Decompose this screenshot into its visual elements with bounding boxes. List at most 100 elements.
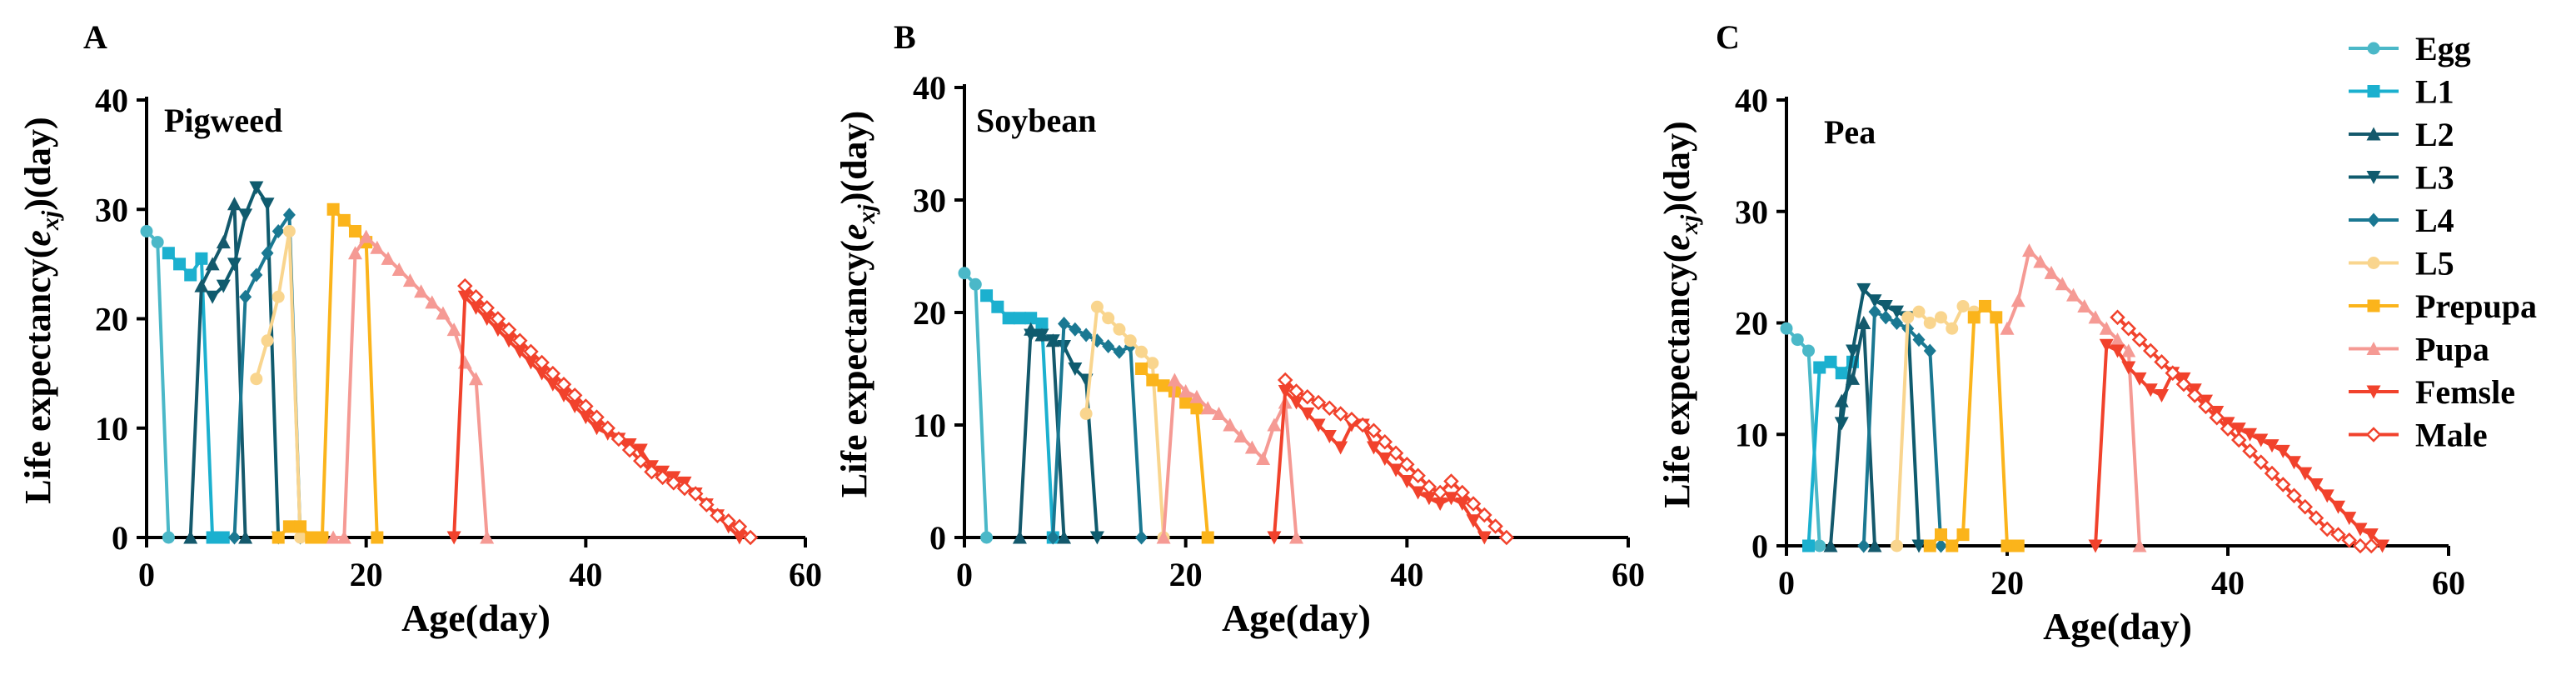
- data-point: [371, 531, 384, 544]
- data-point: [1090, 300, 1104, 313]
- data-point: [1935, 311, 1947, 324]
- data-point: [326, 202, 340, 216]
- data-point: [326, 530, 341, 544]
- data-point: [272, 224, 285, 238]
- data-point: [2275, 444, 2290, 458]
- data-point: [1012, 530, 1027, 544]
- data-point: [969, 278, 982, 291]
- data-point: [1867, 294, 1882, 308]
- series-egg: [958, 267, 994, 544]
- data-point: [2265, 439, 2280, 453]
- data-point: [173, 258, 187, 271]
- legend-item: L4: [2349, 202, 2454, 239]
- data-point: [523, 356, 538, 370]
- data-point: [1035, 318, 1049, 330]
- y-axis-label-var: e: [834, 224, 874, 241]
- chart-panel-b: B 0 10 20 30 40 0 20 40 60 Age(day) Life expectancy…: [834, 18, 1645, 639]
- data-point: [359, 229, 374, 243]
- data-point: [2110, 309, 2125, 326]
- data-point: [1113, 322, 1126, 336]
- data-point: [556, 388, 571, 402]
- data-point: [479, 300, 495, 316]
- data-point: [2364, 528, 2379, 542]
- x-tick-label: 0: [956, 556, 973, 593]
- data-point: [184, 268, 197, 282]
- data-point: [140, 225, 153, 238]
- data-point: [710, 508, 725, 524]
- data-point: [238, 530, 253, 544]
- data-point: [480, 530, 495, 544]
- series-male: [457, 278, 759, 546]
- data-point: [1432, 498, 1447, 511]
- data-point: [2264, 465, 2280, 482]
- data-point: [980, 531, 994, 544]
- data-point: [2165, 365, 2181, 381]
- data-point: [1935, 538, 1947, 553]
- data-point: [2088, 539, 2103, 553]
- data-point: [2120, 320, 2137, 337]
- y-axis-label-text: Life expectancy(: [834, 240, 874, 498]
- legend-item: L5: [2349, 245, 2454, 282]
- x-tick-label: 20: [1169, 556, 1203, 593]
- data-point: [1923, 317, 1936, 329]
- data-point: [151, 236, 164, 249]
- data-point: [1068, 362, 1083, 376]
- data-point: [250, 268, 263, 282]
- data-point: [1856, 316, 1871, 329]
- data-point: [2110, 332, 2125, 347]
- legend-item: L2: [2349, 116, 2454, 153]
- data-point: [227, 530, 241, 545]
- data-point: [1267, 418, 1282, 432]
- data-point: [238, 208, 253, 222]
- data-point: [162, 531, 175, 544]
- legend-label: L4: [2415, 202, 2454, 239]
- data-point: [2099, 338, 2114, 352]
- data-point: [1378, 452, 1393, 466]
- data-point: [2254, 433, 2269, 448]
- data-point: [566, 388, 583, 403]
- y-axis-label: Life expectancy(exj)(day): [17, 117, 64, 503]
- data-point: [578, 398, 594, 414]
- chart-panel-a: A 0 10 20 30 40 0 20 40 60 Age(day) Life expectancy…: [17, 18, 822, 639]
- data-point: [2142, 342, 2159, 359]
- data-point: [1901, 311, 1915, 324]
- data-point: [1167, 372, 1182, 387]
- legend-marker: [2367, 42, 2380, 55]
- data-point: [305, 531, 318, 544]
- data-point: [1399, 475, 1414, 488]
- data-point: [446, 531, 461, 545]
- data-point: [381, 251, 396, 265]
- data-point: [1002, 312, 1015, 325]
- data-point: [348, 225, 361, 238]
- data-point: [1179, 396, 1193, 409]
- data-point: [205, 290, 220, 304]
- data-point: [2297, 498, 2314, 515]
- data-point: [2309, 478, 2324, 492]
- data-point: [2066, 288, 2080, 302]
- y-axis-label-unit: )(day): [1657, 121, 1697, 214]
- data-point: [206, 531, 219, 544]
- data-point: [2243, 428, 2257, 442]
- data-point: [2055, 277, 2070, 291]
- legend-marker: [2366, 171, 2381, 184]
- data-point: [249, 181, 264, 195]
- data-point: [1956, 299, 1970, 312]
- data-point: [2121, 361, 2136, 375]
- data-point: [216, 279, 231, 293]
- data-point: [1967, 311, 1981, 324]
- y-tick-label: 40: [95, 82, 128, 119]
- data-point: [1891, 316, 1903, 330]
- data-point: [1013, 312, 1026, 325]
- data-point: [1923, 343, 1936, 358]
- data-point: [1443, 473, 1459, 489]
- series-l5: [1079, 300, 1170, 544]
- data-point: [1113, 344, 1126, 359]
- data-point: [1890, 305, 1904, 319]
- x-tick-label: 0: [138, 556, 155, 593]
- legend-label: L5: [2415, 245, 2454, 282]
- data-point: [457, 278, 473, 294]
- data-point: [1377, 433, 1393, 450]
- data-point: [468, 288, 484, 305]
- data-point: [1024, 312, 1038, 325]
